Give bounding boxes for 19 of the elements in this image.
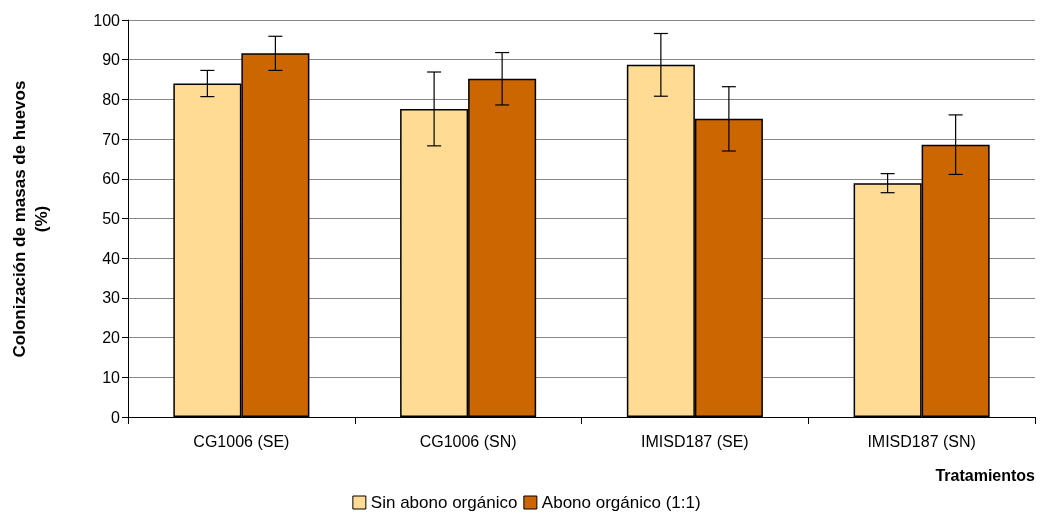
legend-label: Abono orgánico (1:1) — [541, 493, 701, 512]
legend-label: Sin abono orgánico — [370, 493, 518, 512]
x-tick-label: CG1006 (SN) — [419, 432, 517, 450]
y-tick-label: 90 — [102, 51, 121, 69]
y-tick-label: 40 — [102, 249, 121, 267]
y-tick-label: 70 — [102, 130, 121, 148]
x-tick-label: CG1006 (SE) — [193, 432, 290, 450]
x-tick-label: IMISD187 (SE) — [641, 432, 749, 450]
y-tick-label: 30 — [102, 289, 121, 307]
y-tick-label: 100 — [93, 11, 121, 29]
y-tick-label: 20 — [102, 329, 121, 347]
y-tick-label: 60 — [102, 170, 121, 188]
y-axis-title: Colonización de masas de huevos (%) — [9, 80, 52, 357]
x-axis-title: Tratamientos — [935, 466, 1036, 484]
y-tick-label: 50 — [102, 210, 121, 227]
y-tick-label: 80 — [102, 90, 121, 108]
y-tick-label: 0 — [111, 408, 121, 426]
x-tick-label: IMISD187 (SN) — [867, 432, 976, 450]
y-tick-label: 10 — [102, 368, 121, 386]
